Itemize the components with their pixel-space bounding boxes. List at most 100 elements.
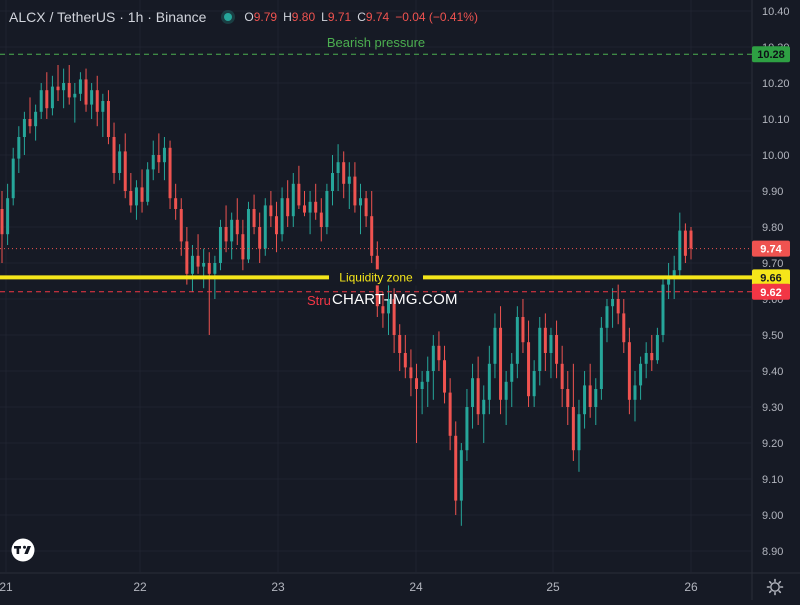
price-tags: 10.28 9.74 9.66 9.62	[752, 46, 790, 300]
candle	[123, 133, 127, 199]
price-tick-label: 9.10	[762, 474, 783, 486]
candle-body	[129, 191, 133, 206]
candle-body	[448, 392, 452, 436]
open-label: O	[244, 10, 254, 24]
candle	[499, 306, 503, 415]
candle-body	[280, 198, 284, 235]
candle	[420, 371, 424, 415]
market-open-dot-icon	[224, 13, 233, 21]
candle-body	[599, 327, 603, 389]
candle-body	[241, 234, 245, 260]
candle	[504, 371, 508, 425]
candle-body	[325, 191, 329, 227]
candle	[179, 198, 183, 256]
candle-body	[174, 198, 178, 209]
candle-body	[196, 255, 200, 267]
candle-body	[443, 360, 447, 393]
time-tick-label: 24	[409, 580, 423, 594]
candle-body	[476, 378, 480, 415]
candle-body	[655, 335, 659, 361]
candle-body	[106, 101, 110, 137]
candle	[190, 245, 194, 292]
candle-body	[415, 378, 419, 389]
candle-body	[319, 212, 323, 227]
high-label: H	[283, 10, 292, 24]
candle-body	[588, 385, 592, 407]
price-tick-label: 10.40	[762, 6, 790, 18]
candle-body	[465, 407, 469, 451]
candle	[73, 83, 77, 123]
candle	[207, 252, 211, 335]
candle	[415, 363, 419, 443]
candle	[291, 173, 295, 227]
candle-body	[487, 363, 491, 400]
candle	[134, 180, 138, 220]
candle-body	[639, 363, 643, 386]
candle-body	[515, 317, 519, 364]
candle	[151, 140, 155, 181]
candle	[527, 320, 531, 407]
candle-body	[437, 345, 441, 361]
candle-body	[90, 90, 94, 105]
candle	[263, 198, 267, 256]
price-tick-label: 10.00	[762, 150, 790, 162]
candle	[616, 284, 620, 325]
svg-text:10.28: 10.28	[757, 49, 785, 61]
candle	[555, 320, 559, 379]
candle	[330, 155, 334, 206]
candle-body	[577, 414, 581, 451]
candle-body	[499, 327, 503, 400]
candle-body	[297, 183, 301, 206]
candle-body	[409, 367, 413, 379]
candle-body	[235, 219, 239, 235]
candle-body	[566, 389, 570, 407]
candle-body	[403, 353, 407, 368]
candle	[280, 187, 284, 242]
candle	[594, 378, 598, 425]
candle-body	[246, 209, 250, 260]
candle	[543, 313, 547, 371]
symbol-title[interactable]: ALCX / TetherUS · 1h · Binance	[9, 9, 207, 25]
candle	[487, 345, 491, 415]
candle-body	[213, 263, 217, 274]
candle-body	[538, 327, 542, 371]
candle-body	[274, 216, 278, 235]
structure-price-tag: 9.62	[752, 283, 790, 300]
candle-body	[112, 137, 116, 173]
candle	[359, 183, 363, 235]
candle	[622, 299, 626, 353]
candle-body	[269, 205, 273, 217]
candle-body	[633, 385, 637, 400]
candle-body	[627, 342, 631, 400]
candle	[106, 90, 110, 145]
candle-body	[493, 327, 497, 364]
candle	[235, 198, 239, 245]
candle-body	[605, 306, 609, 328]
candle-body	[17, 137, 21, 159]
candle-body	[230, 219, 234, 242]
candle-body	[123, 151, 127, 191]
candle	[11, 147, 15, 206]
candle-body	[218, 227, 222, 263]
candle-body	[134, 187, 138, 206]
candle	[84, 68, 88, 112]
candle	[448, 378, 452, 451]
candle	[515, 306, 519, 379]
svg-text:9.62: 9.62	[760, 287, 781, 299]
tradingview-logo-icon[interactable]	[8, 538, 38, 562]
candle-body	[62, 83, 66, 91]
candle-body	[353, 176, 357, 206]
candle	[639, 356, 643, 400]
candle	[336, 144, 340, 191]
close-label: C	[357, 10, 366, 24]
candle-body	[330, 173, 334, 191]
candle-body	[622, 313, 626, 343]
gear-icon[interactable]	[766, 578, 784, 596]
price-tick-label: 9.20	[762, 438, 783, 450]
candle	[342, 151, 346, 199]
candle-body	[84, 79, 88, 105]
candle	[50, 75, 54, 116]
time-axis: 21 22 23 24 25 26	[0, 580, 698, 594]
